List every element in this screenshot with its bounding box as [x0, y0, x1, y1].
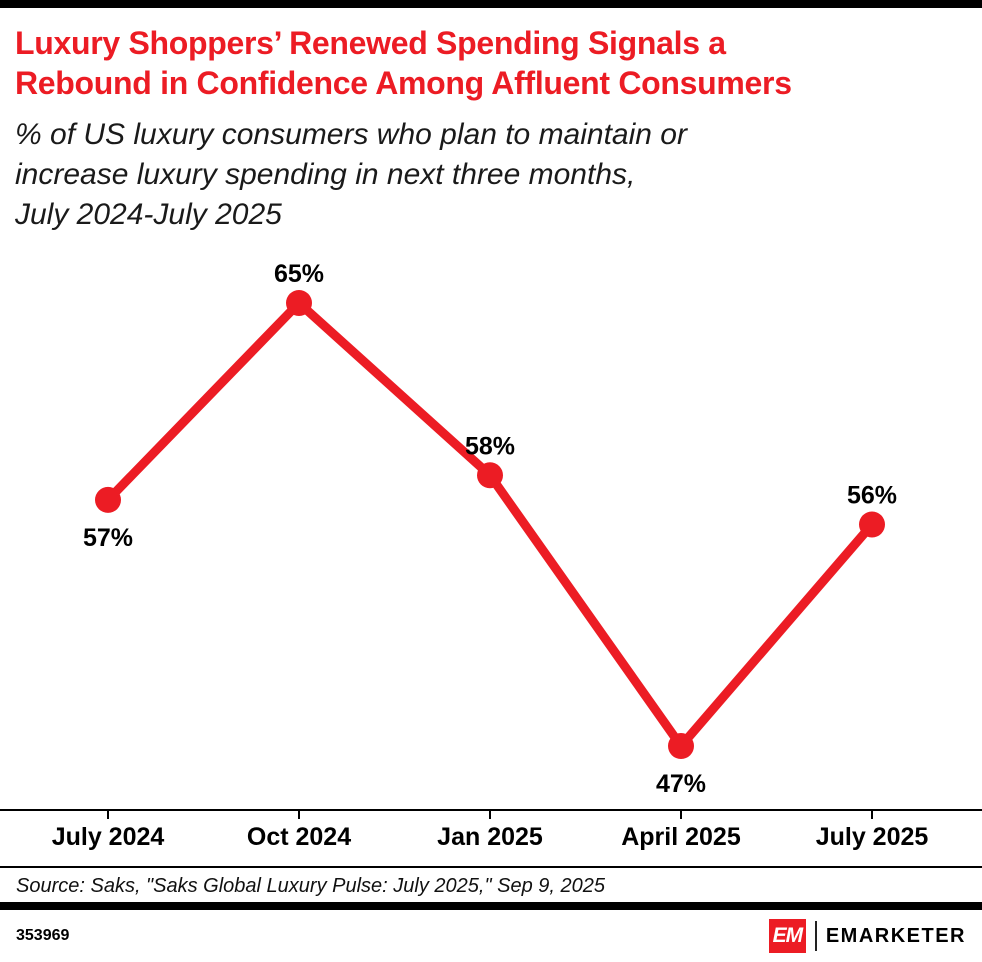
emarketer-logo: EM EMARKETER — [768, 919, 966, 953]
chart-title: Luxury Shoppers’ Renewed Spending Signal… — [15, 23, 966, 103]
data-label: 56% — [847, 482, 897, 510]
source-note: Source: Saks, "Saks Global Luxury Pulse:… — [16, 875, 605, 897]
x-axis-label: Jan 2025 — [437, 823, 543, 851]
data-label: 58% — [465, 432, 515, 460]
emarketer-logo-mark: EM — [768, 919, 806, 953]
top-border-bar — [0, 0, 982, 8]
x-axis-label: April 2025 — [621, 823, 741, 851]
chart-subtitle-line: July 2024-July 2025 — [15, 198, 282, 231]
data-point — [286, 290, 312, 316]
chart-subtitle: % of US luxury consumers who plan to mai… — [15, 115, 966, 235]
data-point — [95, 486, 121, 513]
data-point — [668, 733, 694, 759]
data-point — [859, 511, 885, 538]
chart-header: Luxury Shoppers’ Renewed Spending Signal… — [0, 8, 982, 235]
chart-number: 353969 — [16, 927, 70, 944]
line-chart: 57% July 2024 65% Oct 2024 58% Jan 2025 47% Apr… — [0, 260, 982, 851]
chart-title-line: Rebound in Confidence Among Affluent Con… — [15, 65, 792, 101]
bottom-border-bar — [0, 902, 982, 910]
data-label: 47% — [656, 770, 706, 798]
chart-subtitle-line: % of US luxury consumers who plan to mai… — [15, 118, 687, 151]
x-axis-label: Oct 2024 — [247, 823, 351, 851]
chart-title-line: Luxury Shoppers’ Renewed Spending Signal… — [15, 25, 726, 61]
x-axis-label: July 2025 — [816, 823, 929, 851]
data-label: 65% — [274, 260, 324, 288]
x-axis-label: July 2024 — [52, 823, 165, 851]
data-point — [477, 462, 503, 489]
source-divider-line — [0, 866, 982, 868]
chart-line — [103, 298, 877, 751]
emarketer-wordmark: EMARKETER — [825, 924, 966, 947]
footer: 353969 EM EMARKETER — [0, 910, 982, 962]
data-label: 57% — [83, 524, 133, 552]
chart-subtitle-line: increase luxury spending in next three m… — [15, 158, 636, 191]
logo-separator — [814, 921, 817, 951]
